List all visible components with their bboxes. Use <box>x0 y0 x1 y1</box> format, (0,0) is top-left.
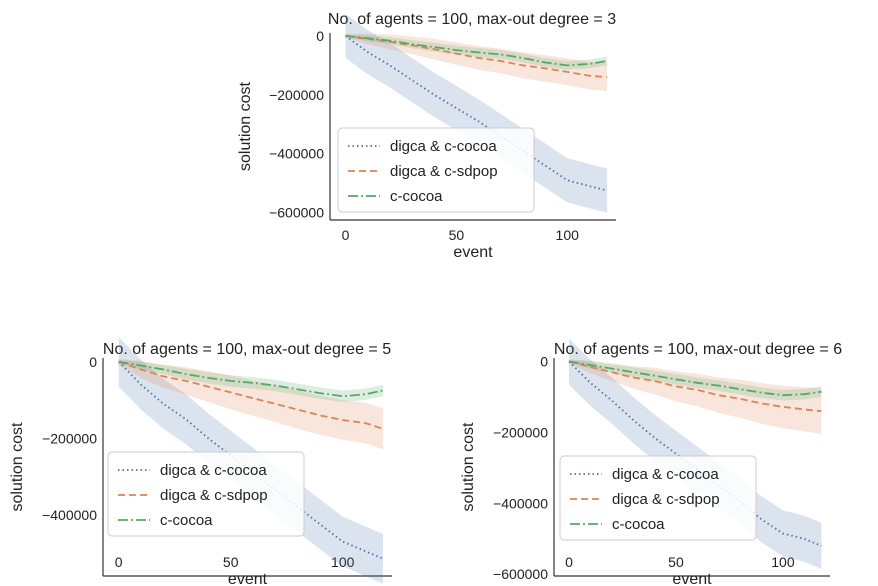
series-line-c-cocoa <box>118 360 384 398</box>
legend-label-c-cocoa: c-cocoa <box>160 512 213 529</box>
y-tick-label: −600000 <box>269 205 324 221</box>
y-axis-label: solution cost <box>237 81 254 170</box>
chart-panel-degree-5: No. of agents = 100, max-out degree = 5 0… <box>9 337 392 586</box>
x-tick-label: 0 <box>115 554 123 570</box>
legend-box <box>337 127 535 213</box>
x-tick-label: 100 <box>771 554 795 570</box>
confidence-band-digca-c-sdpop <box>345 33 608 92</box>
legend-label-digca-c-cocoa: digca & c-cocoa <box>390 138 497 155</box>
legend-box <box>559 455 757 541</box>
series-line-c-cocoa <box>568 360 822 397</box>
series-line-digca-c-sdpop <box>568 360 822 413</box>
legend-label-digca-c-sdpop: digca & c-sdpop <box>390 163 498 180</box>
y-tick-label: −200000 <box>42 430 97 446</box>
legend-box <box>107 451 305 537</box>
confidence-band-digca-c-cocoa <box>569 338 822 569</box>
y-tick-label: −400000 <box>269 146 324 162</box>
x-tick-label: 0 <box>342 227 350 243</box>
confidence-band-digca-c-cocoa <box>345 13 608 213</box>
y-axis-label: solution cost <box>460 422 477 511</box>
x-axis-label: event <box>453 244 493 261</box>
chart-panel-degree-3: No. of agents = 100, max-out degree = 30… <box>237 11 616 261</box>
series-line-digca-c-cocoa <box>344 35 608 192</box>
legend-label-digca-c-sdpop: digca & c-sdpop <box>612 491 720 508</box>
legend-label-c-cocoa: c-cocoa <box>612 516 665 533</box>
x-tick-label: 50 <box>668 554 684 570</box>
y-tick-label: −200000 <box>269 87 324 103</box>
y-tick-label: −400000 <box>42 507 97 523</box>
legend-label-digca-c-sdpop: digca & c-sdpop <box>160 487 268 504</box>
legend-label-digca-c-cocoa: digca & c-cocoa <box>612 466 719 483</box>
x-tick-label: 50 <box>449 227 465 243</box>
confidence-band-digca-c-sdpop <box>569 359 822 434</box>
legend-label-digca-c-cocoa: digca & c-cocoa <box>160 462 267 479</box>
x-tick-label: 100 <box>556 227 580 243</box>
y-tick-label: 0 <box>540 354 548 370</box>
legend: digca & c-cocoa digca & c-sdpop c-cocoa <box>559 455 757 541</box>
confidence-band-c-cocoa <box>118 359 383 402</box>
chart-title: No. of agents = 100, max-out degree = 5 <box>103 341 391 358</box>
series-line-c-cocoa <box>345 35 608 67</box>
y-tick-label: −600000 <box>493 566 548 582</box>
y-axis-label: solution cost <box>9 422 26 511</box>
chart-title: No. of agents = 100, max-out degree = 3 <box>328 11 616 28</box>
x-tick-label: 100 <box>331 554 355 570</box>
x-tick-label: 0 <box>565 554 573 570</box>
legend: digca & c-cocoa digca & c-sdpop c-cocoa <box>337 127 535 213</box>
y-tick-label: −200000 <box>493 424 548 440</box>
legend-label-c-cocoa: c-cocoa <box>390 188 443 205</box>
series-line-digca-c-sdpop <box>118 360 384 430</box>
chart-panel-degree-6: No. of agents = 100, max-out degree = 6 0… <box>460 338 842 586</box>
confidence-band-c-cocoa <box>569 359 822 401</box>
series-line-digca-c-cocoa <box>568 360 822 547</box>
y-tick-label: 0 <box>316 28 324 44</box>
x-tick-label: 50 <box>223 554 239 570</box>
chart-title: No. of agents = 100, max-out degree = 6 <box>554 341 842 358</box>
legend: digca & c-cocoa digca & c-sdpop c-cocoa <box>107 451 305 537</box>
series-line-digca-c-sdpop <box>345 35 608 79</box>
x-axis-label: event <box>672 571 712 586</box>
y-tick-label: −400000 <box>493 495 548 511</box>
y-tick-label: 0 <box>89 354 97 370</box>
x-axis-label: event <box>228 571 268 586</box>
